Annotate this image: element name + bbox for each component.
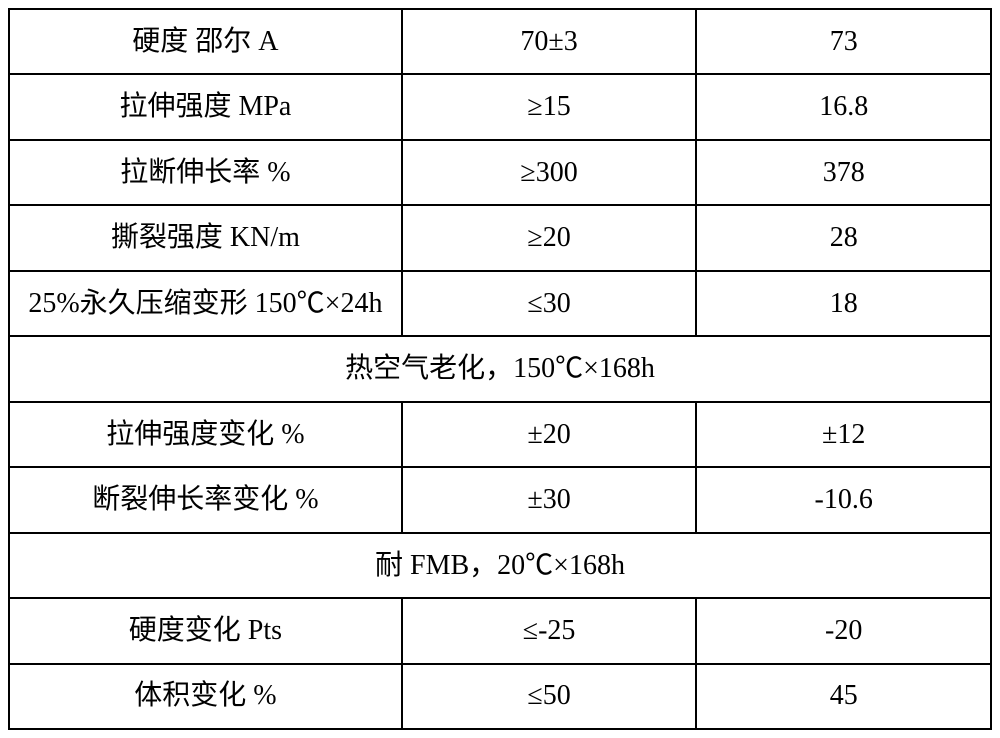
parameter-name: 拉伸强度变化 % bbox=[9, 402, 402, 467]
spec-value: ≥20 bbox=[402, 205, 697, 270]
parameter-name: 拉断伸长率 % bbox=[9, 140, 402, 205]
parameter-name: 撕裂强度 KN/m bbox=[9, 205, 402, 270]
spec-value: ±30 bbox=[402, 467, 697, 532]
parameter-name: 断裂伸长率变化 % bbox=[9, 467, 402, 532]
spec-value: ±20 bbox=[402, 402, 697, 467]
parameter-name: 硬度 邵尔 A bbox=[9, 9, 402, 74]
parameter-name: 25%永久压缩变形 150℃×24h bbox=[9, 271, 402, 336]
measured-value: -10.6 bbox=[696, 467, 991, 532]
table-row: 断裂伸长率变化 % ±30 -10.6 bbox=[9, 467, 991, 532]
measured-value: 73 bbox=[696, 9, 991, 74]
parameter-name: 体积变化 % bbox=[9, 664, 402, 729]
measured-value: 378 bbox=[696, 140, 991, 205]
table-row: 25%永久压缩变形 150℃×24h ≤30 18 bbox=[9, 271, 991, 336]
parameter-name: 拉伸强度 MPa bbox=[9, 74, 402, 139]
measured-value: 16.8 bbox=[696, 74, 991, 139]
parameter-name: 硬度变化 Pts bbox=[9, 598, 402, 663]
spec-value: ≥300 bbox=[402, 140, 697, 205]
spec-table: 硬度 邵尔 A 70±3 73 拉伸强度 MPa ≥15 16.8 拉断伸长率 … bbox=[8, 8, 992, 730]
table-row: 体积变化 % ≤50 45 bbox=[9, 664, 991, 729]
table-row: 撕裂强度 KN/m ≥20 28 bbox=[9, 205, 991, 270]
table-row: 硬度变化 Pts ≤-25 -20 bbox=[9, 598, 991, 663]
spec-value: ≤50 bbox=[402, 664, 697, 729]
section-heading: 热空气老化，150℃×168h bbox=[9, 336, 991, 401]
table-container: 硬度 邵尔 A 70±3 73 拉伸强度 MPa ≥15 16.8 拉断伸长率 … bbox=[0, 0, 1000, 738]
spec-value: ≥15 bbox=[402, 74, 697, 139]
table-row: 拉伸强度变化 % ±20 ±12 bbox=[9, 402, 991, 467]
table-row: 拉伸强度 MPa ≥15 16.8 bbox=[9, 74, 991, 139]
measured-value: 28 bbox=[696, 205, 991, 270]
table-row: 拉断伸长率 % ≥300 378 bbox=[9, 140, 991, 205]
spec-value: ≤30 bbox=[402, 271, 697, 336]
spec-value: 70±3 bbox=[402, 9, 697, 74]
table-row: 硬度 邵尔 A 70±3 73 bbox=[9, 9, 991, 74]
measured-value: ±12 bbox=[696, 402, 991, 467]
measured-value: 18 bbox=[696, 271, 991, 336]
table-section-row: 热空气老化，150℃×168h bbox=[9, 336, 991, 401]
measured-value: 45 bbox=[696, 664, 991, 729]
spec-value: ≤-25 bbox=[402, 598, 697, 663]
measured-value: -20 bbox=[696, 598, 991, 663]
section-heading: 耐 FMB，20℃×168h bbox=[9, 533, 991, 598]
table-section-row: 耐 FMB，20℃×168h bbox=[9, 533, 991, 598]
